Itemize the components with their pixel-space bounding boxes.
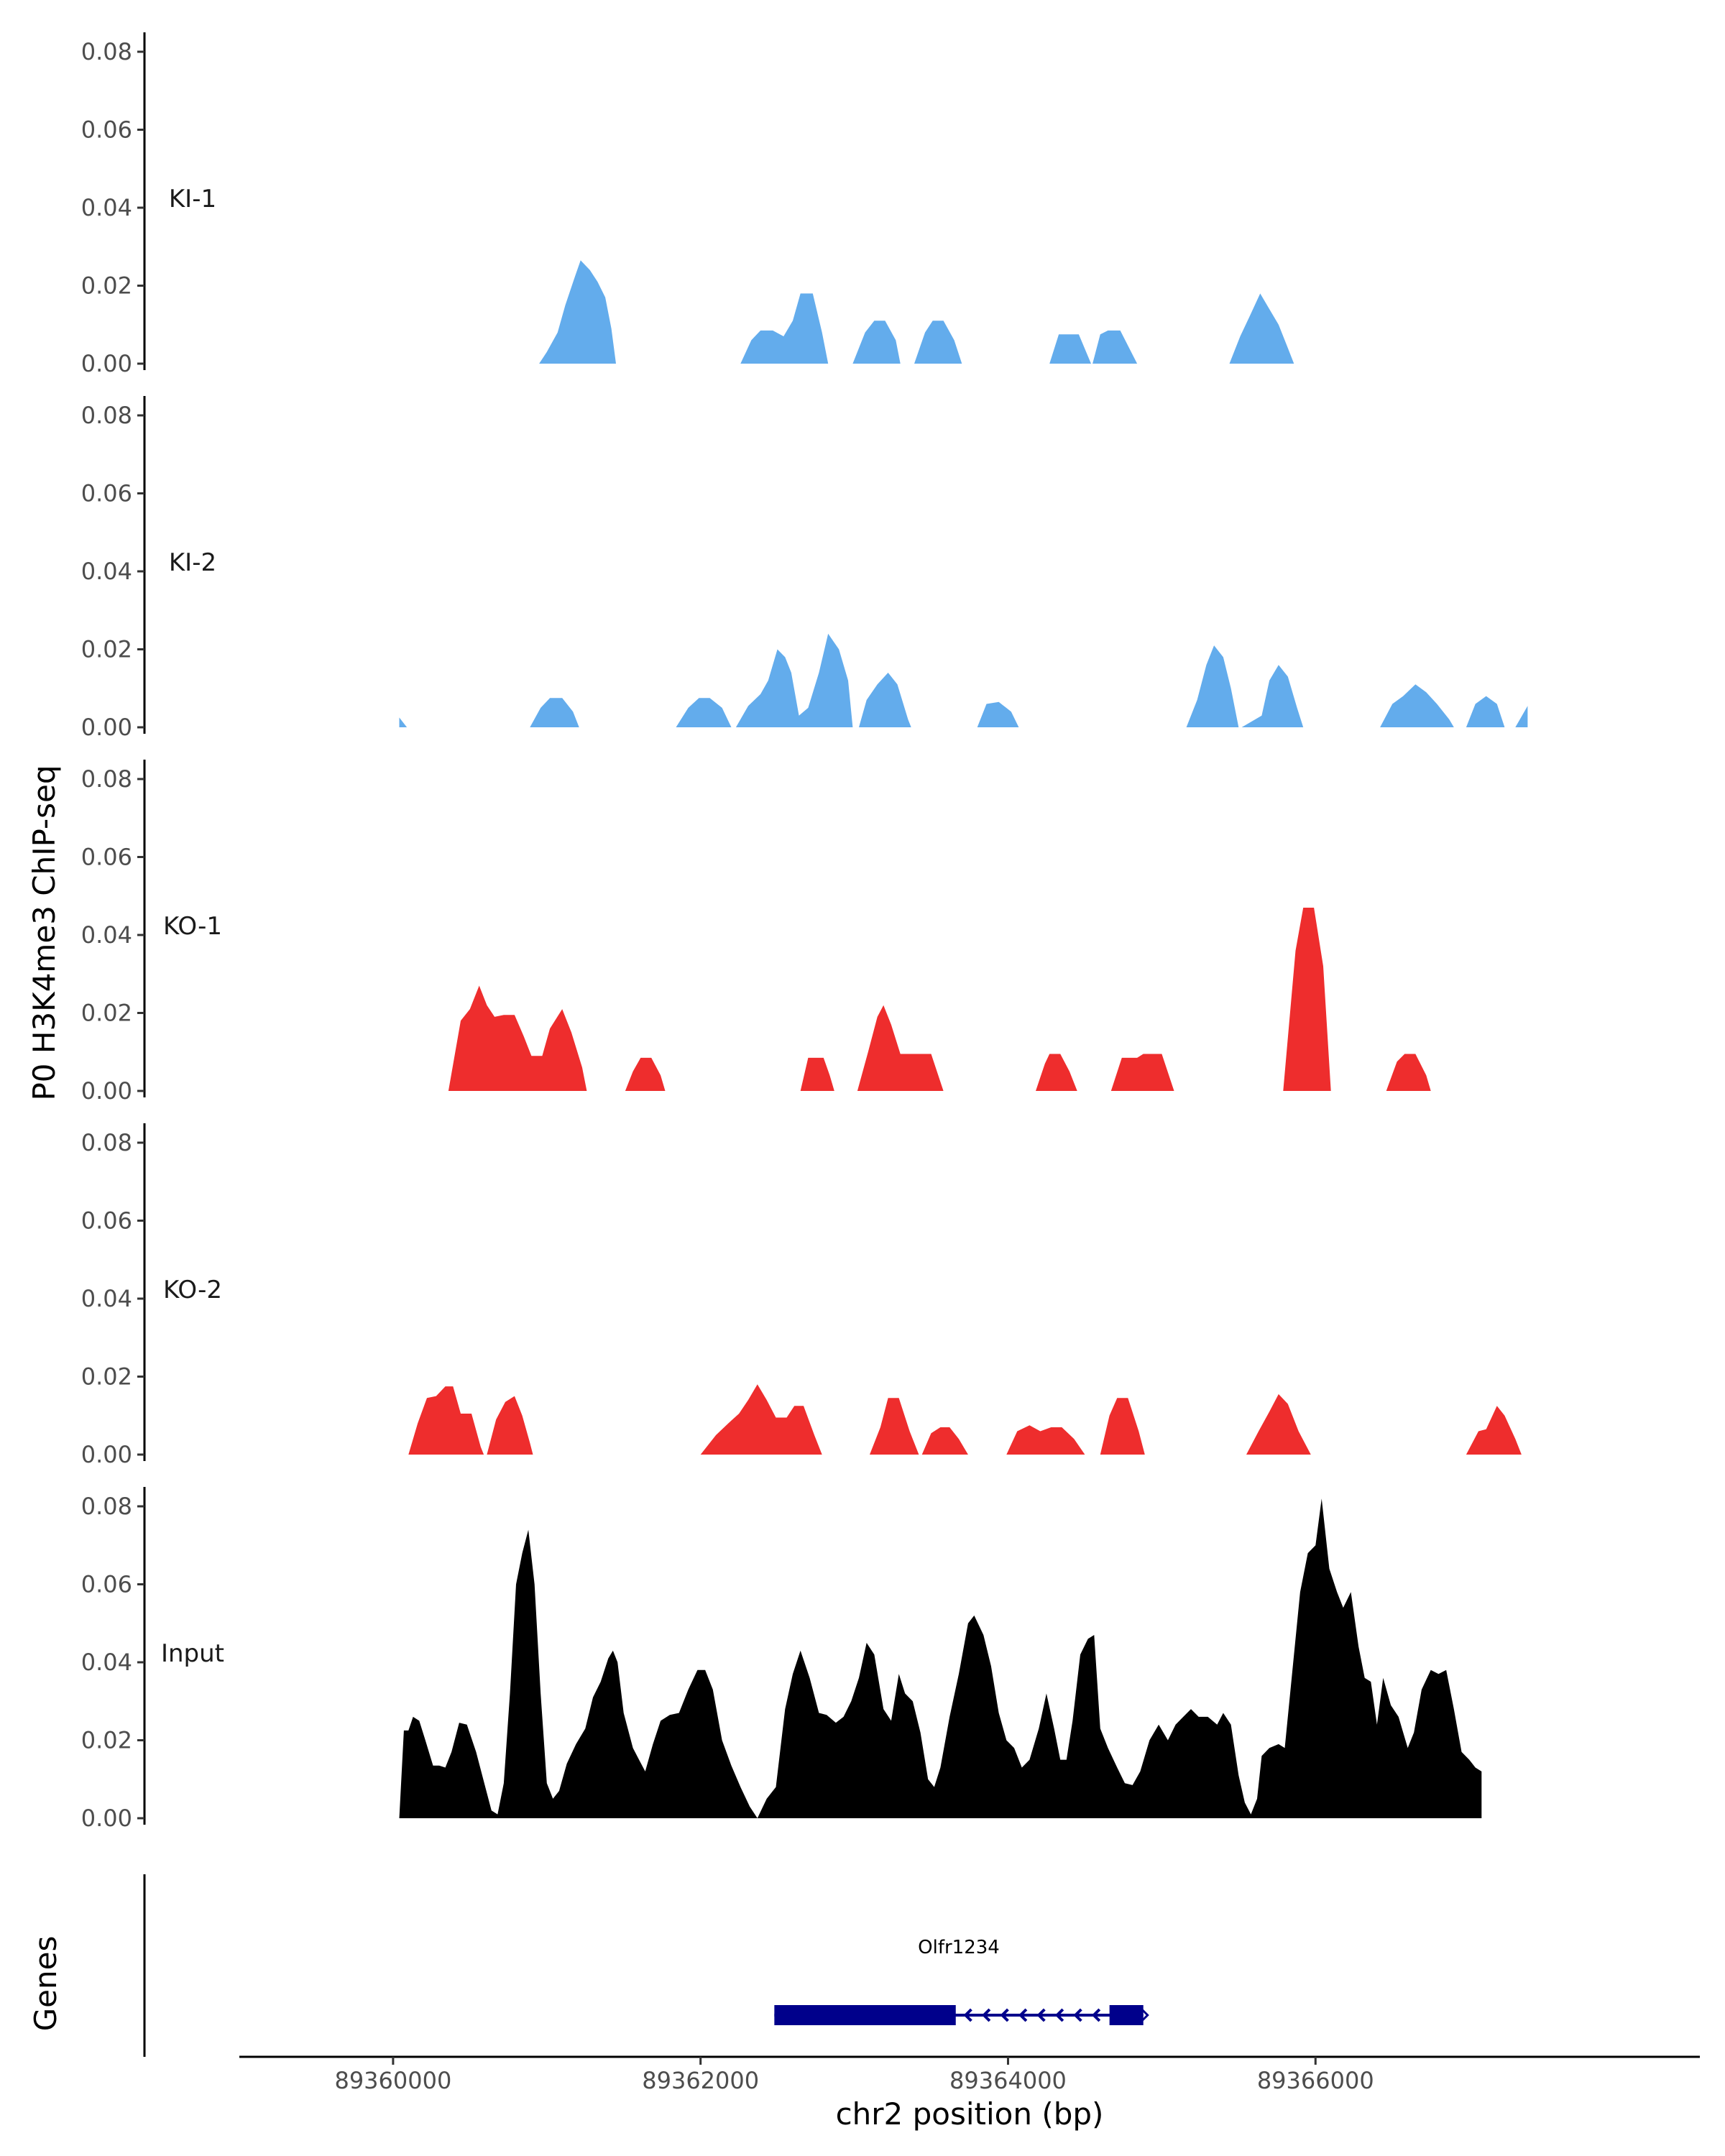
strand-arrow bbox=[1141, 2008, 1149, 2022]
x-axis-title: chr2 position (bp) bbox=[836, 2096, 1104, 2132]
y-tick-label: 0.04 bbox=[81, 194, 132, 221]
gene-exon-block bbox=[1109, 2005, 1144, 2025]
strand-arrow bbox=[1018, 2008, 1028, 2022]
track-label: KO-2 bbox=[163, 1276, 222, 1304]
x-axis: 89360000 89362000 89364000 89366000 bbox=[239, 2055, 1700, 2094]
y-tick-label: 0.06 bbox=[81, 844, 132, 871]
x-tick-label: 89360000 bbox=[334, 2067, 451, 2094]
track-ki-1: 0.00 0.02 0.04 0.06 0.08 KI-1 bbox=[81, 32, 1294, 377]
y-tick-label: 0.06 bbox=[81, 1207, 132, 1235]
strand-arrow bbox=[1054, 2008, 1064, 2022]
y-tick-label: 0.08 bbox=[81, 402, 132, 429]
y-tick-label: 0.00 bbox=[81, 1441, 132, 1468]
track-label: KI-2 bbox=[169, 548, 216, 577]
y-tick-label: 0.08 bbox=[81, 1129, 132, 1156]
strand-arrow bbox=[963, 2008, 972, 2022]
y-tick-label: 0.04 bbox=[81, 1285, 132, 1312]
y-tick-label: 0.08 bbox=[81, 765, 132, 793]
y-tick-label: 0.02 bbox=[81, 1363, 132, 1391]
y-tick-label: 0.04 bbox=[81, 558, 132, 585]
gene-exon-block bbox=[774, 2005, 956, 2025]
coverage-area-input bbox=[399, 1498, 1482, 1818]
y-tick-label: 0.04 bbox=[81, 1649, 132, 1676]
strand-arrow bbox=[1000, 2008, 1009, 2022]
y-tick-label: 0.00 bbox=[81, 350, 132, 377]
y-tick-label: 0.08 bbox=[81, 1493, 132, 1520]
y-tick-label: 0.04 bbox=[81, 921, 132, 949]
strand-arrow bbox=[982, 2008, 991, 2022]
y-tick-label: 0.00 bbox=[81, 714, 132, 741]
coverage-area-ko-1 bbox=[448, 908, 1431, 1091]
y-tick-label: 0.02 bbox=[81, 1727, 132, 1754]
gene-panel: Genes Olfr1234 bbox=[28, 1874, 1149, 2057]
y-tick-label: 0.00 bbox=[81, 1077, 132, 1105]
coverage-area-ki-2 bbox=[399, 633, 1528, 727]
y-tick-label: 0.00 bbox=[81, 1805, 132, 1832]
tracks-layer: 0.00 0.02 0.04 0.06 0.08 KI-1 0.00 0.02 0.04 0.06… bbox=[81, 32, 1528, 1832]
gene-model bbox=[774, 2005, 1149, 2025]
x-tick-label: 89364000 bbox=[949, 2067, 1067, 2094]
track-input: 0.00 0.02 0.04 0.06 0.08 Input bbox=[81, 1487, 1482, 1832]
y-tick-label: 0.06 bbox=[81, 480, 132, 507]
track-ko-1: 0.00 0.02 0.04 0.06 0.08 KO-1 bbox=[81, 760, 1431, 1105]
y-tick-label: 0.06 bbox=[81, 116, 132, 144]
y-tick-label: 0.02 bbox=[81, 1000, 132, 1027]
track-label: KI-1 bbox=[169, 185, 216, 213]
strand-arrow bbox=[1036, 2008, 1046, 2022]
strand-arrow bbox=[1091, 2008, 1101, 2022]
x-tick-label: 89366000 bbox=[1257, 2067, 1374, 2094]
track-label: Input bbox=[161, 1639, 224, 1668]
track-ki-2: 0.00 0.02 0.04 0.06 0.08 KI-2 bbox=[81, 396, 1528, 741]
y-tick-label: 0.08 bbox=[81, 38, 132, 65]
y-axis-title: P0 H3K4me3 ChIP-seq bbox=[27, 765, 62, 1100]
gene-name-label: Olfr1234 bbox=[918, 1937, 1000, 1958]
coverage-area-ki-1 bbox=[539, 260, 1294, 364]
y-tick-label: 0.06 bbox=[81, 1571, 132, 1598]
strand-arrow bbox=[1073, 2008, 1082, 2022]
y-tick-label: 0.02 bbox=[81, 636, 132, 663]
track-label: KO-1 bbox=[163, 912, 222, 941]
track-ko-2: 0.00 0.02 0.04 0.06 0.08 KO-2 bbox=[81, 1123, 1522, 1468]
genes-axis-title: Genes bbox=[28, 1936, 63, 2032]
x-tick-label: 89362000 bbox=[642, 2067, 759, 2094]
y-tick-label: 0.02 bbox=[81, 272, 132, 300]
coverage-area-ko-2 bbox=[408, 1384, 1522, 1455]
